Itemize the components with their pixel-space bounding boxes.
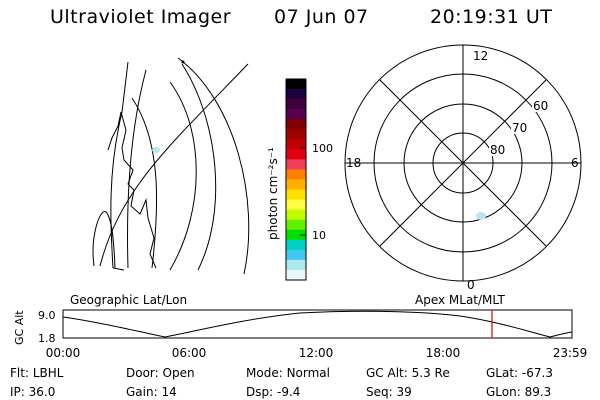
colorbar-unit-label: photon cm⁻²s⁻¹ <box>266 147 280 240</box>
status-dsp-value: -9.4 <box>276 385 301 399</box>
status-glat: GLat: -67.3 <box>486 366 553 380</box>
colorbar-segment <box>286 179 306 191</box>
colorbar-segment <box>286 159 306 171</box>
status-filter-label: Flt: <box>10 366 29 380</box>
map-arc-1 <box>110 61 129 269</box>
map-edge <box>112 267 125 271</box>
map-arc-2 <box>127 69 147 269</box>
map-arc-7 <box>99 63 249 267</box>
lat-label-60: 60 <box>533 99 548 113</box>
map-coastline <box>107 111 157 269</box>
status-door-label: Door: <box>126 366 159 380</box>
app-title: Ultraviolet Imager <box>50 6 232 28</box>
status-gc-alt-label: GC Alt: <box>366 366 408 380</box>
colorbar-segment <box>286 209 306 221</box>
colorbar-segment <box>286 169 306 181</box>
status-seq-label: Seq: <box>366 385 393 399</box>
aurora-blob-left <box>152 147 160 153</box>
colorbar-segment <box>286 269 306 281</box>
status-filter: Flt: LBHL <box>10 366 63 380</box>
status-mode: Mode: Normal <box>246 366 330 380</box>
status-ip-label: IP: <box>10 385 25 399</box>
status-door: Door: Open <box>126 366 195 380</box>
time-tick-0000: 00:00 <box>46 346 81 360</box>
header-time: 20:19:31 UT <box>430 6 553 28</box>
time-tick-0600: 06:00 <box>172 346 207 360</box>
colorbar-segment <box>286 139 306 150</box>
colorbar-frame <box>285 78 307 281</box>
polar-plot <box>344 44 582 282</box>
colorbar-segment <box>286 99 306 110</box>
colorbar-segment <box>286 239 306 251</box>
colorbar-label-100: 100 <box>312 142 333 155</box>
status-glon-label: GLon: <box>486 385 521 399</box>
colorbar-segment <box>286 249 306 261</box>
alt-axis-label: GC Alt <box>13 310 26 345</box>
colorbar-segment <box>286 219 306 231</box>
alt-tick-low: 1.8 <box>38 332 56 345</box>
left-panel-label: Geographic Lat/Lon <box>70 293 187 307</box>
mlt-label-bg <box>472 48 488 62</box>
status-seq-value: 39 <box>396 385 412 399</box>
colorbar <box>286 79 306 281</box>
status-glon-value: 89.3 <box>524 385 552 399</box>
aurora-blob-right <box>476 212 486 220</box>
status-mode-value: Normal <box>286 366 330 380</box>
status-door-value: Open <box>162 366 195 380</box>
time-tick-1200: 12:00 <box>299 346 334 360</box>
colorbar-segment <box>286 89 306 100</box>
status-gain-label: Gain: <box>126 385 158 399</box>
map-arc-3 <box>131 97 158 269</box>
colorbar-segment <box>286 259 306 271</box>
colorbar-segment <box>286 149 306 160</box>
map-arc-4 <box>169 81 197 271</box>
status-gain: Gain: 14 <box>126 385 177 399</box>
lat-label-80-bg <box>489 142 509 156</box>
altitude-curve <box>62 310 573 338</box>
map-arc-6 <box>177 57 250 275</box>
status-mode-label: Mode: <box>246 366 283 380</box>
status-glat-value: -67.3 <box>521 366 553 380</box>
mlt-label-0: 0 <box>467 278 475 292</box>
colorbar-segment <box>286 199 306 211</box>
colorbar-segment <box>286 119 306 130</box>
lat-label-60-bg <box>532 98 552 112</box>
lat-label-70: 70 <box>512 121 527 135</box>
colorbar-segment <box>286 229 306 241</box>
header-date: 07 Jun 07 <box>274 6 369 28</box>
status-gc-alt-value: 5.3 Re <box>411 366 450 380</box>
colorbar-segment <box>286 129 306 140</box>
status-dsp-label: Dsp: <box>246 385 274 399</box>
mlt-label-6: 6 <box>571 156 579 170</box>
colorbar-segment <box>286 109 306 120</box>
lat-label-80: 80 <box>490 143 505 157</box>
time-tick-2359: 23:59 <box>553 346 588 360</box>
map-arc-5 <box>181 63 217 271</box>
colorbar-segment <box>286 189 306 201</box>
status-filter-value: LBHL <box>32 366 64 380</box>
status-dsp: Dsp: -9.4 <box>246 385 300 399</box>
right-panel-label: Apex MLat/MLT <box>415 293 505 307</box>
status-glon: GLon: 89.3 <box>486 385 551 399</box>
colorbar-label-10: 10 <box>312 229 326 242</box>
map-marker <box>181 60 185 64</box>
colorbar-segment <box>286 79 306 90</box>
status-ip-value: 36.0 <box>28 385 56 399</box>
status-seq: Seq: 39 <box>366 385 412 399</box>
lat-label-70-bg <box>511 120 531 134</box>
status-gc-alt: GC Alt: 5.3 Re <box>366 366 450 380</box>
mlt-label-12: 12 <box>473 49 488 63</box>
polar-diag-2 <box>379 79 547 247</box>
status-glat-label: GLat: <box>486 366 519 380</box>
time-tick-1800: 18:00 <box>426 346 461 360</box>
alt-tick-high: 9.0 <box>38 309 56 322</box>
map-horizon-arc <box>92 211 116 269</box>
status-ip: IP: 36.0 <box>10 385 55 399</box>
altitude-strip-frame <box>62 309 573 339</box>
geographic-map <box>92 57 250 275</box>
status-gain-value: 14 <box>161 385 177 399</box>
mlt-label-18: 18 <box>346 156 361 170</box>
